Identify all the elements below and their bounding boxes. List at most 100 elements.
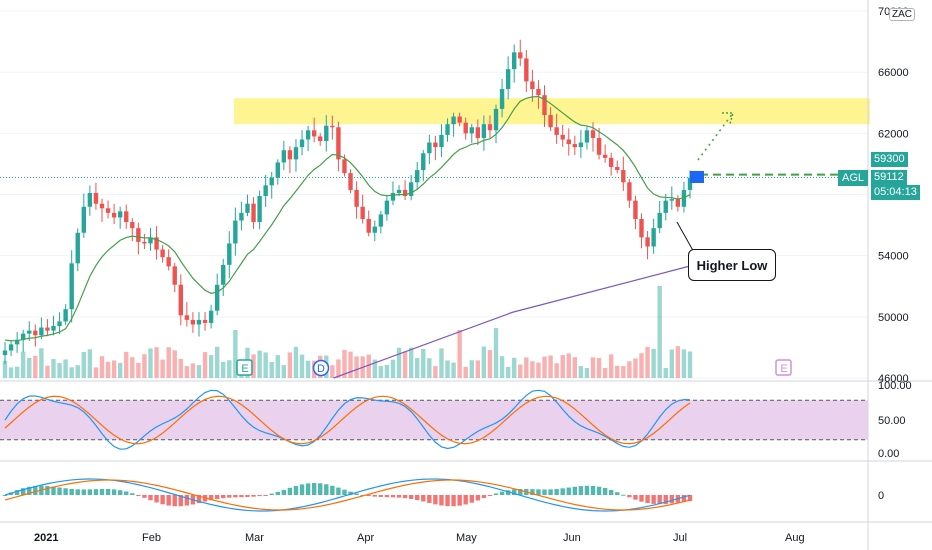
time-tick-label: Aug	[785, 532, 805, 544]
macd-histogram-bar	[281, 489, 287, 495]
macd-histogram-bar	[166, 495, 171, 506]
macd-histogram-bar	[142, 495, 147, 498]
candle-body	[160, 249, 165, 258]
candle-body	[366, 218, 371, 233]
event-marker-label: D	[317, 363, 325, 375]
macd-histogram-bar	[311, 483, 317, 495]
macd-histogram-bar	[63, 488, 68, 495]
candle-body	[627, 182, 632, 201]
volume-bar	[505, 366, 511, 378]
volume-bar	[20, 351, 26, 378]
candle-body	[202, 319, 208, 323]
candle-body	[427, 142, 432, 154]
macd-histogram-bar	[536, 489, 541, 495]
candle-body	[142, 241, 147, 244]
macd-histogram-bar	[93, 489, 99, 495]
volume-bar	[621, 366, 626, 378]
volume-bar	[130, 357, 135, 378]
macd-histogram-bar	[124, 491, 129, 495]
macd-histogram-bar	[518, 489, 523, 495]
macd-histogram-bar	[487, 495, 493, 496]
volume-bar	[342, 349, 347, 378]
macd-tick-label: 0	[878, 490, 884, 502]
candle-body	[493, 108, 499, 131]
volume-bar	[602, 367, 608, 378]
sma-line	[333, 264, 695, 379]
event-marker-label: E	[241, 363, 248, 375]
macd-histogram-bar	[257, 495, 262, 497]
volume-bar	[457, 330, 462, 378]
volume-bar	[293, 346, 299, 378]
macd-histogram-bar	[75, 489, 80, 495]
candle-body	[184, 315, 190, 320]
volume-bar	[408, 347, 414, 378]
price-tick-label: 50000	[878, 312, 909, 324]
candle-body	[451, 116, 456, 125]
macd-histogram-bar	[154, 495, 159, 503]
volume-bar	[639, 353, 644, 378]
candle-body	[269, 177, 274, 186]
macd-histogram-bar	[560, 488, 565, 495]
candle-body	[227, 243, 232, 265]
candle-body	[14, 339, 20, 345]
candle-body	[51, 326, 56, 331]
volume-bar	[208, 355, 214, 378]
macd-histogram-bar	[330, 485, 335, 495]
volume-bar	[287, 352, 293, 378]
time-axis[interactable]: 2021 Feb Mar Apr May Jun Jul Aug	[34, 532, 805, 544]
macd-histogram-bar	[608, 489, 614, 495]
volume-bar	[305, 360, 311, 378]
volume-bar	[160, 359, 165, 378]
volume-bar	[251, 354, 256, 378]
macd-histogram-bar	[184, 495, 190, 506]
time-tick-label: Feb	[142, 532, 161, 544]
volume-bar	[645, 346, 650, 378]
macd-histogram-bar	[263, 495, 268, 496]
macd-histogram-bar	[554, 488, 559, 495]
volume-bar	[81, 351, 87, 378]
candle-body	[560, 134, 565, 140]
candle-body	[439, 134, 444, 148]
volume-bar	[366, 354, 371, 378]
macd-histogram-bar	[348, 491, 353, 495]
time-tick-label: 2021	[34, 532, 58, 544]
candle-body	[578, 142, 584, 148]
volume-bar	[299, 354, 305, 378]
candle-body	[75, 232, 80, 264]
volume-bar	[221, 361, 226, 378]
volume-bar	[348, 351, 353, 378]
macd-histogram-bar	[481, 495, 487, 499]
earnings-marker	[775, 359, 792, 376]
volume-bar	[512, 357, 517, 378]
volume-bar	[663, 367, 668, 378]
macd-histogram-bar	[408, 495, 414, 499]
volume-bar	[681, 349, 687, 378]
volume-bar	[536, 362, 541, 378]
price-candles[interactable]	[2, 39, 693, 365]
macd-histogram-bar	[372, 495, 377, 497]
candle-body	[378, 214, 384, 227]
volume-bar	[336, 359, 341, 378]
candle-body	[608, 157, 614, 168]
volume-bar	[51, 359, 56, 378]
candle-body	[524, 58, 529, 82]
volume-bar	[633, 358, 638, 378]
candle-body	[111, 212, 117, 218]
candle-body	[457, 116, 462, 123]
volume-bar	[105, 361, 111, 378]
macd-histogram-bar	[396, 495, 402, 498]
candle-body	[45, 327, 50, 331]
macd-histogram-bar	[354, 493, 359, 495]
macd-signal-line	[4, 479, 691, 511]
stoch-k-line	[4, 389, 691, 450]
dividend-marker	[312, 359, 330, 377]
currency-badge[interactable]: ZAC	[889, 8, 915, 21]
macd-histogram-bar	[221, 495, 226, 499]
time-tick-label: Apr	[357, 532, 374, 544]
candle-body	[633, 200, 638, 219]
candle-body	[469, 127, 474, 134]
volume-bar	[154, 347, 159, 378]
